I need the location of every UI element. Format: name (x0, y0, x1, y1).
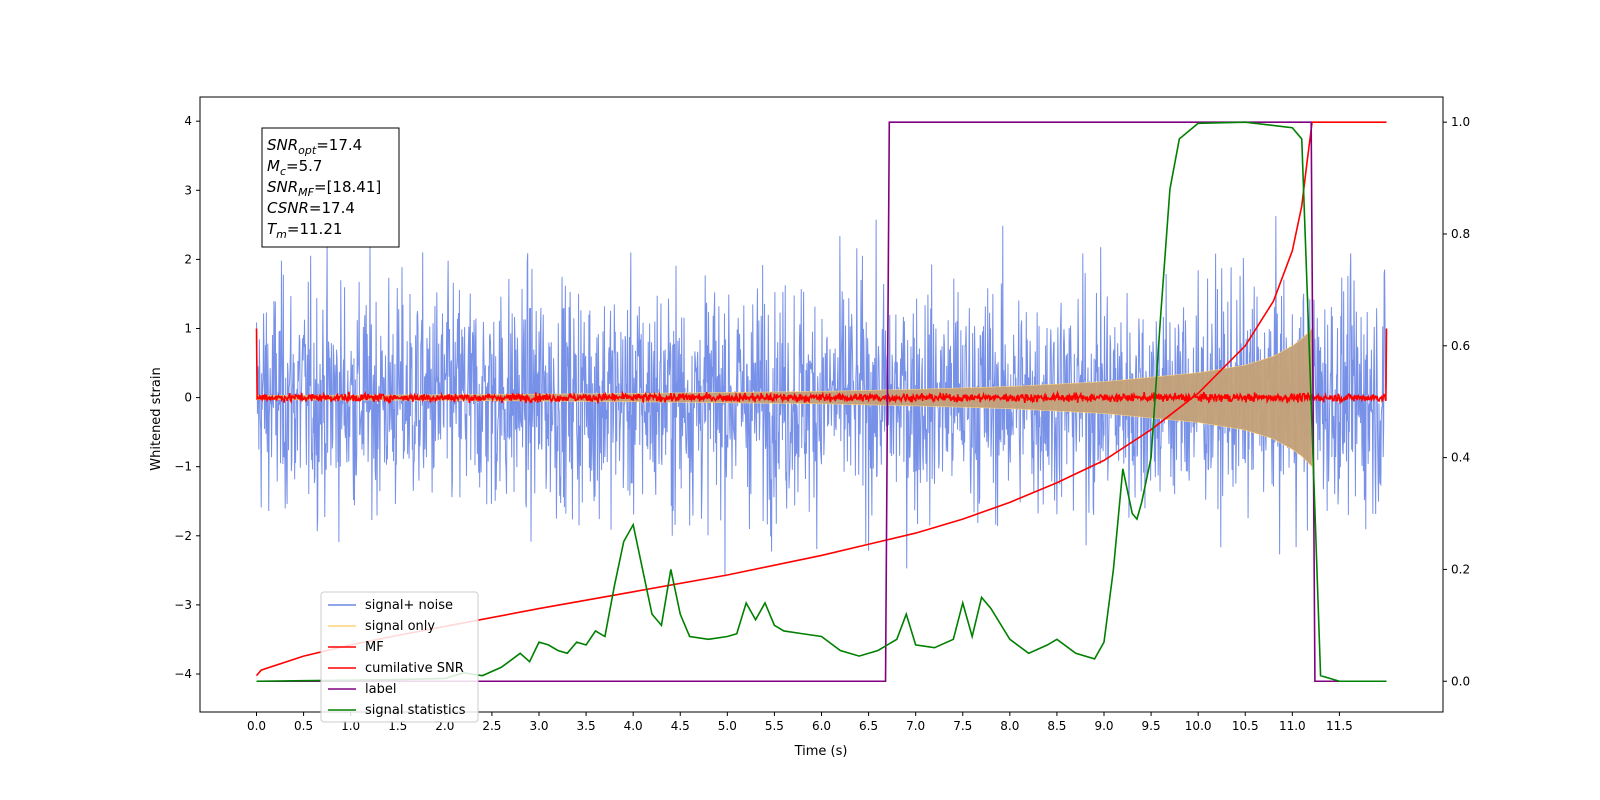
x-tick-label: 3.5 (577, 719, 596, 733)
annotation-line: Mc=5.7 (267, 157, 322, 178)
x-tick-label: 7.5 (953, 719, 972, 733)
y-axis-label: Whitened strain (149, 367, 164, 470)
x-tick-label: 6.0 (812, 719, 831, 733)
y2-tick-label: 0.0 (1451, 674, 1470, 688)
legend-entry: signal+ noise (365, 598, 453, 613)
y-tick-label: 3 (184, 183, 192, 197)
x-axis-label: Time (s) (794, 744, 848, 759)
x-tick-label: 4.0 (624, 719, 643, 733)
y-tick-label: −4 (174, 667, 192, 681)
x-tick-label: 3.0 (529, 719, 548, 733)
series-signal-statistics (256, 121, 1387, 683)
y2-tick-label: 0.4 (1451, 451, 1470, 465)
x-tick-label: 10.0 (1185, 719, 1212, 733)
annotation-frame (261, 127, 400, 248)
y-tick-label: 4 (184, 114, 192, 128)
x-tick-label: 2.5 (482, 719, 501, 733)
x-tick-label: 9.5 (1142, 719, 1161, 733)
x-tick-label: 7.0 (906, 719, 925, 733)
y2-tick-label: 1.0 (1451, 115, 1470, 129)
legend-frame (320, 591, 479, 723)
x-tick-label: 9.0 (1094, 719, 1113, 733)
y-tick-label: 0 (184, 391, 192, 405)
y-tick-label: 1 (184, 321, 192, 335)
y-tick-label: 2 (184, 252, 192, 266)
y2-tick-label: 0.2 (1451, 562, 1470, 576)
y-axis-right: 0.0 0.2 0.4 0.6 0.8 1.0 (1443, 115, 1470, 688)
series-mf (255, 328, 1388, 405)
legend-entry: label (365, 682, 396, 697)
annotation-line: Tm=11.21 (267, 220, 342, 241)
y-tick-label: −1 (174, 460, 192, 474)
plot-area (255, 121, 1388, 683)
y2-tick-label: 0.6 (1451, 339, 1470, 353)
legend-entry: cumilative SNR (365, 661, 464, 676)
x-tick-label: 0.5 (294, 719, 313, 733)
x-tick-label: 0.0 (247, 719, 266, 733)
y-tick-label: −3 (174, 598, 192, 612)
series-signal-noise (256, 216, 1387, 577)
x-tick-label: 4.5 (671, 719, 690, 733)
x-tick-label: 11.0 (1279, 719, 1306, 733)
x-tick-label: 5.0 (718, 719, 737, 733)
x-tick-label: 11.5 (1326, 719, 1353, 733)
legend-entry: MF (365, 640, 384, 655)
legend-entry: signal only (365, 619, 435, 634)
legend: signal+ noise signal only MF cumilative SNR… (320, 591, 479, 723)
x-tick-label: 5.5 (765, 719, 784, 733)
x-tick-label: 10.5 (1232, 719, 1259, 733)
x-tick-label: 8.0 (1000, 719, 1019, 733)
y-tick-label: −2 (174, 529, 192, 543)
legend-entry: signal statistics (365, 703, 466, 718)
y2-tick-label: 0.8 (1451, 227, 1470, 241)
x-tick-label: 6.5 (859, 719, 878, 733)
annotation-line: CSNR=17.4 (267, 199, 355, 217)
x-tick-label: 8.5 (1047, 719, 1066, 733)
annotation-line: SNRMF=[18.41] (267, 178, 381, 199)
series-label (256, 121, 1387, 683)
annotation-line: SNRopt=17.4 (267, 136, 362, 157)
y-axis-left: −4 −3 −2 −1 0 1 2 3 4 (174, 114, 200, 681)
